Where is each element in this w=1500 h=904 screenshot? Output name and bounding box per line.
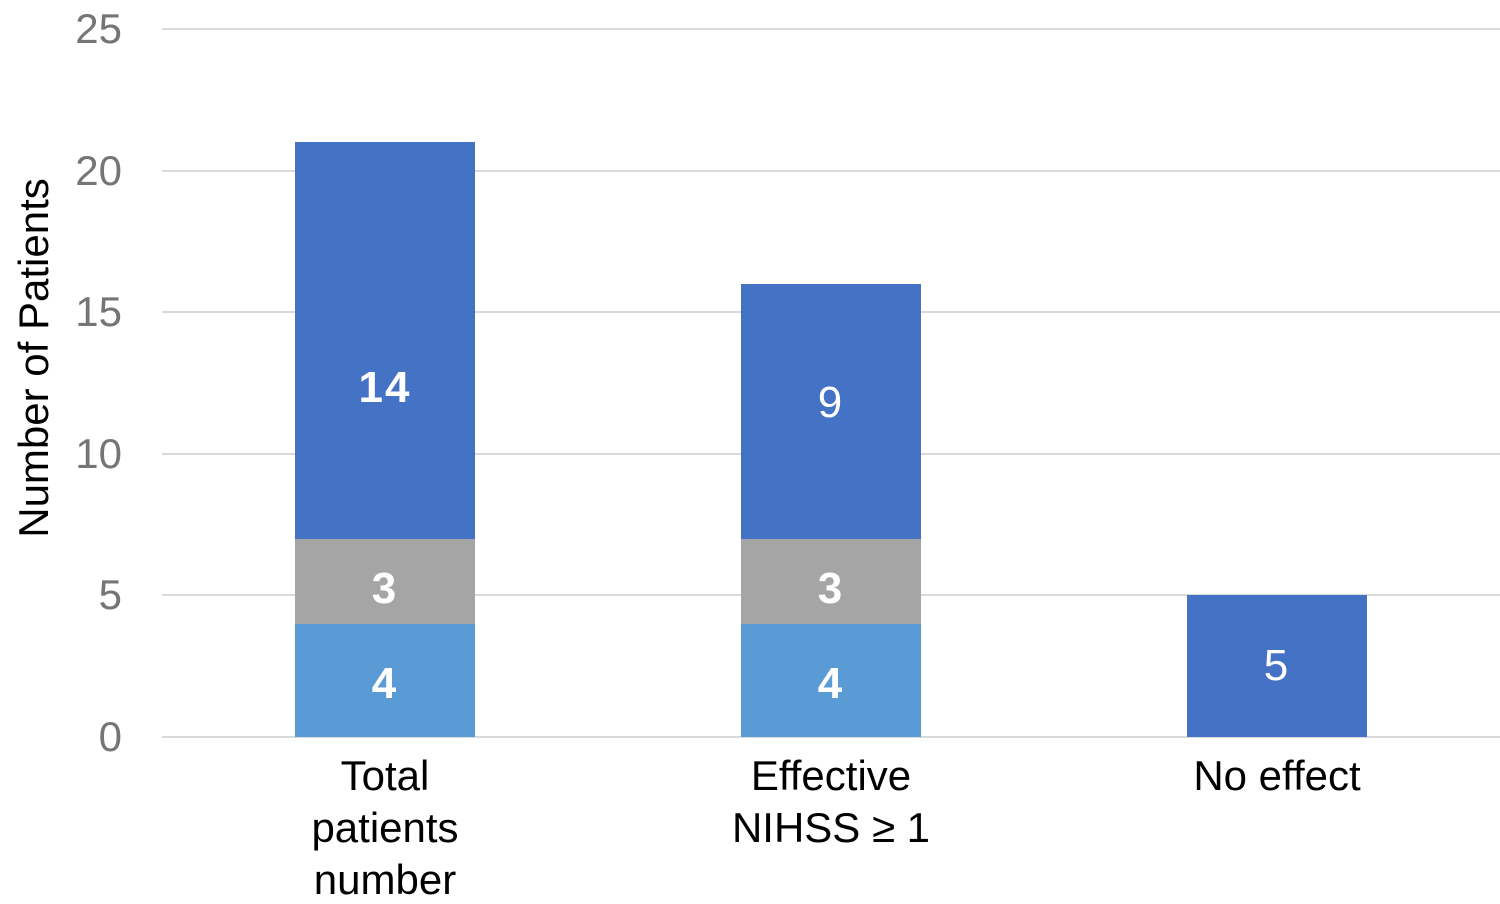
y-gridline (162, 169, 1500, 172)
category-label-line: Total (340, 752, 430, 799)
y-gridline (162, 28, 1500, 30)
bar-data-label: 3 (371, 564, 399, 614)
y-tick-label: 10 (75, 429, 122, 477)
bar-data-label: 3 (817, 564, 845, 614)
bar-data-label: 4 (371, 659, 399, 709)
category-label-line: Effective (750, 752, 912, 799)
y-tick-label: 0 (98, 713, 122, 760)
bar-data-label: 14 (358, 362, 412, 412)
bar-segment: 3 (741, 538, 921, 624)
category-label-line: number (313, 856, 457, 903)
bar-segment: 4 (295, 623, 475, 737)
bar-data-label: 9 (817, 378, 845, 428)
category-label-line: No effect (1193, 752, 1361, 799)
bar-data-label: 5 (1263, 641, 1291, 691)
bar-segment: 4 (741, 623, 921, 737)
category-label-line: NIHSS ≥ 1 (731, 804, 931, 851)
category-label: Effective NIHSS ≥ 1 (608, 750, 1054, 854)
category-label: No effect (1054, 750, 1500, 802)
bar-segment: 3 (295, 538, 475, 624)
bar-data-label: 4 (817, 659, 845, 709)
bar-segment: 9 (741, 283, 921, 539)
y-tick-label: 20 (75, 146, 122, 194)
y-tick-label: 5 (98, 571, 122, 619)
category-label: Total patients number (162, 750, 608, 904)
y-tick-label: 25 (75, 5, 122, 52)
y-gridline (162, 736, 1500, 738)
y-tick-label: 15 (75, 288, 122, 336)
y-axis-title: Number of Patients (10, 178, 57, 538)
category-label-line: patients (311, 804, 459, 851)
bar-segment: 14 (295, 142, 475, 539)
bar-segment: 5 (1187, 595, 1367, 737)
